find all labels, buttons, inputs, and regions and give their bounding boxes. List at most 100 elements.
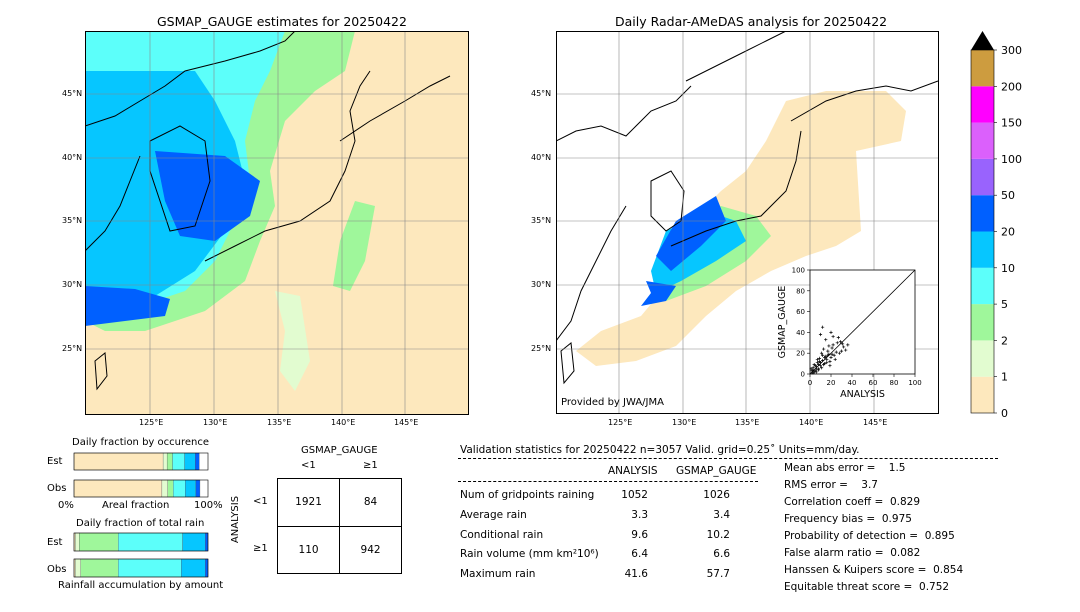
- scatter-point: [818, 360, 823, 365]
- score-far: False alarm ratio = 0.082: [784, 547, 921, 559]
- left-lon-label: 130°E: [203, 418, 228, 427]
- left-lat-label: 35°N: [62, 216, 83, 225]
- scatter-point: [821, 358, 825, 363]
- scatter-point: [844, 348, 848, 352]
- occurrence-segment: [172, 452, 185, 471]
- map-credit: Provided by JWA/JMA: [561, 397, 664, 408]
- contingency-row-title: ANALYSIS: [230, 495, 242, 544]
- occurrence-segment: [73, 479, 163, 498]
- scatter-point: [819, 366, 824, 370]
- scatter-point: [825, 360, 829, 365]
- scatter-point: [837, 351, 841, 355]
- scatter-point: [830, 346, 834, 350]
- colorbar-label: 150: [1001, 117, 1022, 130]
- colorbar-label: 50: [1001, 189, 1015, 202]
- rain-segment: [181, 558, 206, 578]
- scatter-point: [832, 353, 836, 357]
- left-coast-mainland: [85, 31, 296, 252]
- rain-segment-frame: [73, 532, 209, 552]
- rain-fraction-xlabel: Rainfall accumulation by amount: [58, 580, 224, 591]
- rain-segment-frame: [73, 558, 209, 578]
- left-map: [85, 31, 469, 415]
- colorbar-segment: [971, 231, 994, 268]
- colorbar-label: 0: [1001, 407, 1008, 420]
- right-coast-japan: [670, 80, 939, 247]
- scatter-point: [835, 341, 839, 345]
- scatter-y-tick-label: 80: [796, 287, 805, 295]
- scatter-point: [814, 367, 818, 371]
- stat-row-label: Average rain: [460, 509, 527, 521]
- right-lon-label: 130°E: [672, 418, 697, 427]
- colorbar-segment: [971, 50, 994, 87]
- scatter-point: [823, 355, 827, 359]
- left-coast-taiwan: [94, 352, 108, 391]
- occurrence-x-mid: Areal fraction: [102, 500, 170, 511]
- scatter-y-tick-label: 40: [796, 329, 805, 337]
- scatter-point: [810, 369, 814, 373]
- occurrence-segment-frame: [73, 452, 209, 471]
- contingency-col-title: GSMAP_GAUGE: [301, 445, 378, 456]
- rain-segment: [75, 558, 81, 578]
- occurrence-title: Daily fraction by occurence: [72, 437, 210, 448]
- right-lat-label: 45°N: [531, 89, 552, 98]
- stat-row-label: Num of gridpoints raining: [460, 489, 595, 501]
- stat-row-label: Rain volume (mm km²10⁶): [460, 548, 599, 560]
- stat-row-analysis: 6.4: [631, 548, 648, 560]
- occurrence-row-est: Est: [47, 456, 63, 467]
- scatter-point: [829, 330, 833, 334]
- contingency-row-label: <1: [253, 496, 268, 507]
- left-lat-label: 25°N: [62, 344, 83, 353]
- scatter-point: [840, 342, 845, 346]
- validation-col-analysis: ANALYSIS: [608, 465, 658, 477]
- occurrence-segment: [173, 479, 186, 498]
- left-lon-label: 145°E: [394, 418, 419, 427]
- validation-col-divider: [458, 481, 758, 482]
- colorbar-segment: [971, 86, 994, 123]
- occurrence-segment: [167, 479, 174, 498]
- scatter-point: [825, 357, 829, 362]
- occurrence-segment: [195, 479, 201, 498]
- left-lat-label: 40°N: [62, 153, 83, 162]
- stat-row-gsmap: 10.2: [706, 529, 730, 541]
- scatter-point: [831, 334, 835, 339]
- left-grid: [85, 31, 469, 415]
- scatter-point: [826, 353, 830, 357]
- left-lat-label: 45°N: [62, 89, 83, 98]
- stat-row-label: Maximum rain: [460, 568, 536, 580]
- scatter-point: [827, 344, 831, 348]
- scatter-point: [839, 349, 844, 353]
- scatter-point: [830, 352, 834, 356]
- colorbar-segment: [971, 158, 994, 196]
- colorbar-segment: [971, 267, 994, 305]
- rain-segment: [75, 532, 80, 552]
- scatter-point: [836, 336, 840, 340]
- scatter-point: [819, 351, 824, 355]
- colorbar-label: 300: [1001, 44, 1022, 57]
- right-lat-label: 35°N: [531, 216, 552, 225]
- scatter-point: [828, 359, 832, 364]
- left-lat-label: 30°N: [62, 280, 83, 289]
- left-lon-label: 125°E: [139, 418, 164, 427]
- scatter-xlabel: ANALYSIS: [840, 389, 885, 400]
- occurrence-segment: [184, 452, 196, 471]
- rain-segment: [182, 532, 206, 552]
- scatter-x-tick-label: 80: [890, 379, 899, 387]
- right-lon-label: 140°E: [799, 418, 824, 427]
- right-map-title: Daily Radar-AMeDAS analysis for 20250422: [615, 14, 888, 29]
- rain-segment: [118, 558, 182, 578]
- right-lon-label: 135°E: [735, 418, 760, 427]
- contingency-cell: 1921: [276, 478, 341, 527]
- scatter-point: [846, 343, 850, 347]
- left-map-title: GSMAP_GAUGE estimates for 20250422: [157, 14, 407, 29]
- occurrence-segment: [166, 452, 173, 471]
- rain-row-obs: Obs: [47, 564, 67, 575]
- scatter-point: [815, 357, 819, 362]
- scatter-point: [821, 353, 825, 357]
- colorbar-label: 20: [1001, 226, 1015, 239]
- score-correlation: Correlation coeff = 0.829: [784, 496, 920, 508]
- scatter-plot: 00 20 20 40 40 60 60 80 80 100 100 ANALYSIS GSMAP_GA…: [777, 267, 922, 401]
- scatter-point: [815, 360, 819, 365]
- contingency-cell: 942: [339, 525, 402, 574]
- scatter-ylabel: GSMAP_GAUGE: [777, 286, 788, 359]
- scatter-point: [818, 332, 823, 337]
